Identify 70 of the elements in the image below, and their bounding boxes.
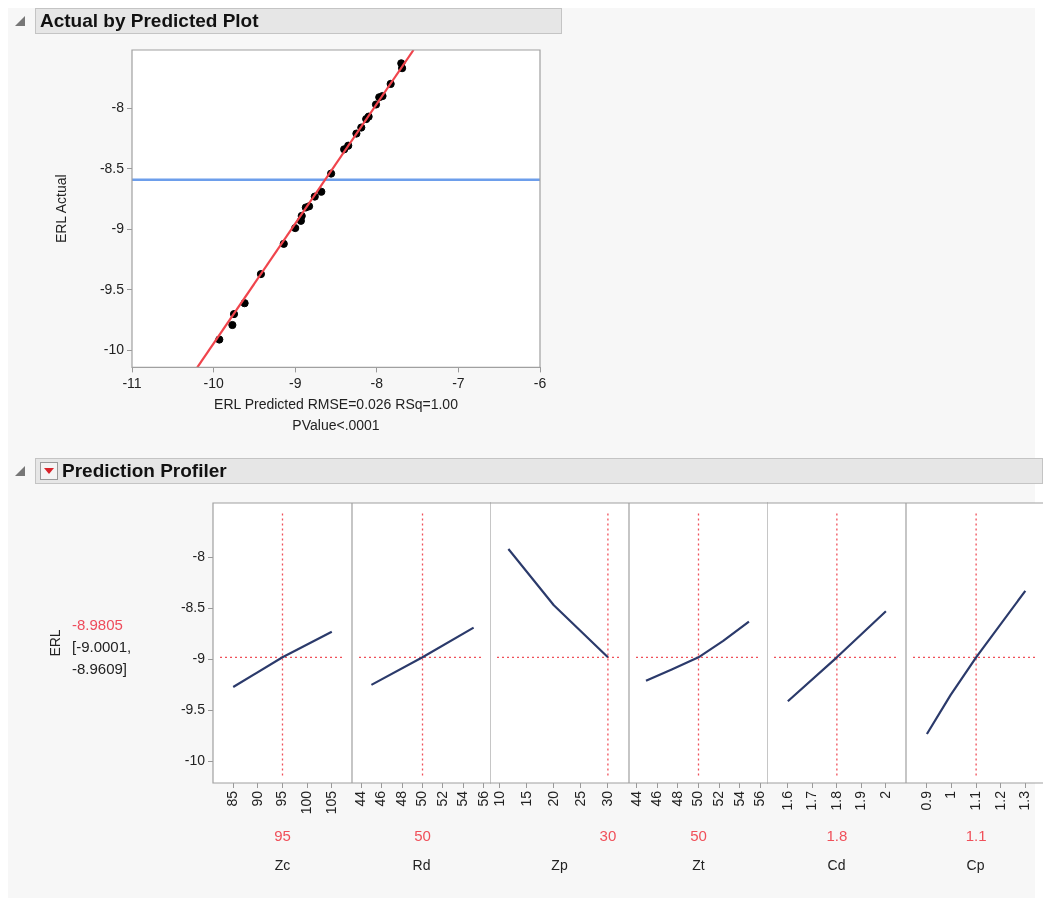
y-axis-title: ERL xyxy=(46,629,63,657)
x-tick-label: 90 xyxy=(248,790,265,807)
x-tick-label: 1.9 xyxy=(852,790,869,811)
x-tick-label: -6 xyxy=(533,374,547,391)
x-axis-title: Cp xyxy=(966,857,985,874)
x-axis-title: Zt xyxy=(692,857,705,874)
x-tick-label: 48 xyxy=(392,790,409,807)
x-tick-label: -10 xyxy=(203,374,224,391)
x-axis-title: ERL Predicted RMSE=0.026 RSq=1.00 xyxy=(214,396,459,413)
y-tick-label: -9 xyxy=(192,650,206,667)
x-tick-label: 85 xyxy=(224,790,241,807)
y-tick-label: -8.5 xyxy=(180,599,206,616)
y-tick-label: -8 xyxy=(192,548,206,565)
x-tick-label: 1 xyxy=(942,790,959,799)
x-tick-label: 54 xyxy=(730,790,747,807)
x-tick-label: 56 xyxy=(751,790,768,807)
x-axis-title: Zp xyxy=(551,857,568,874)
y-axis-title: ERL Actual xyxy=(52,174,69,244)
y-tick-label: -9 xyxy=(111,220,125,237)
text: [-9.0001, -8.9609] xyxy=(72,638,132,678)
y-tick-label: -8 xyxy=(111,99,125,116)
y-tick-label: -10 xyxy=(103,341,125,358)
ref-line-label: 50 xyxy=(690,827,707,845)
x-tick-label: 20 xyxy=(544,790,561,807)
x-tick-label: 10 xyxy=(490,790,507,807)
x-tick-label: 30 xyxy=(598,790,615,807)
x-tick-label: 25 xyxy=(571,790,588,807)
x-axis-title: Rd xyxy=(412,857,431,874)
x-tick-label: 44 xyxy=(352,790,369,807)
x-tick-label: 46 xyxy=(372,790,389,807)
x-tick-label: 54 xyxy=(454,790,471,807)
x-tick-label: 100 xyxy=(298,790,314,815)
x-tick-label: 1.3 xyxy=(1016,790,1033,811)
x-tick-label: 48 xyxy=(668,790,685,807)
ref-line-label: 1.8 xyxy=(826,827,848,845)
x-tick-label: 15 xyxy=(517,790,534,807)
x-axis-title: Cd xyxy=(827,857,846,874)
x-tick-label: 52 xyxy=(709,790,726,807)
x-axis-title: Zc xyxy=(274,857,291,874)
y-tick-label: -10 xyxy=(184,752,206,769)
x-tick-label: -9 xyxy=(288,374,302,391)
y-tick-label: -9.5 xyxy=(180,701,206,718)
y-tick-label: -9.5 xyxy=(99,280,125,297)
text: -8.9805 xyxy=(72,616,123,634)
ref-line-label: 95 xyxy=(274,827,291,845)
x-tick-label: 2 xyxy=(876,790,893,799)
x-tick-label: -8 xyxy=(370,374,384,391)
x-tick-label: 50 xyxy=(413,790,430,807)
x-tick-label: 52 xyxy=(433,790,450,807)
x-tick-label: 105 xyxy=(322,790,339,815)
x-tick-label: 46 xyxy=(648,790,665,807)
x-tick-label: 1.6 xyxy=(778,790,795,811)
x-tick-label: 1.2 xyxy=(991,790,1008,811)
ref-line-label: 50 xyxy=(414,827,431,845)
x-tick-label: -7 xyxy=(452,374,465,391)
x-tick-label: 56 xyxy=(474,790,491,807)
text: PValue<.0001 xyxy=(292,416,380,433)
x-tick-label: -11 xyxy=(122,374,142,391)
ref-line-label: 1.1 xyxy=(965,827,987,845)
x-tick-label: 1.1 xyxy=(966,790,983,811)
x-tick-label: 1.8 xyxy=(827,790,844,811)
x-tick-label: 1.7 xyxy=(803,790,820,811)
y-tick-label: -8.5 xyxy=(99,159,125,176)
ref-line-label: 30 xyxy=(599,827,617,845)
x-tick-label: 44 xyxy=(627,790,644,807)
x-tick-label: 0.9 xyxy=(917,790,934,811)
chart-title: Prediction Profiler xyxy=(62,460,227,482)
chart-title: Actual by Predicted Plot xyxy=(40,10,259,32)
x-tick-label: 95 xyxy=(273,790,290,807)
x-tick-label: 50 xyxy=(689,790,706,807)
